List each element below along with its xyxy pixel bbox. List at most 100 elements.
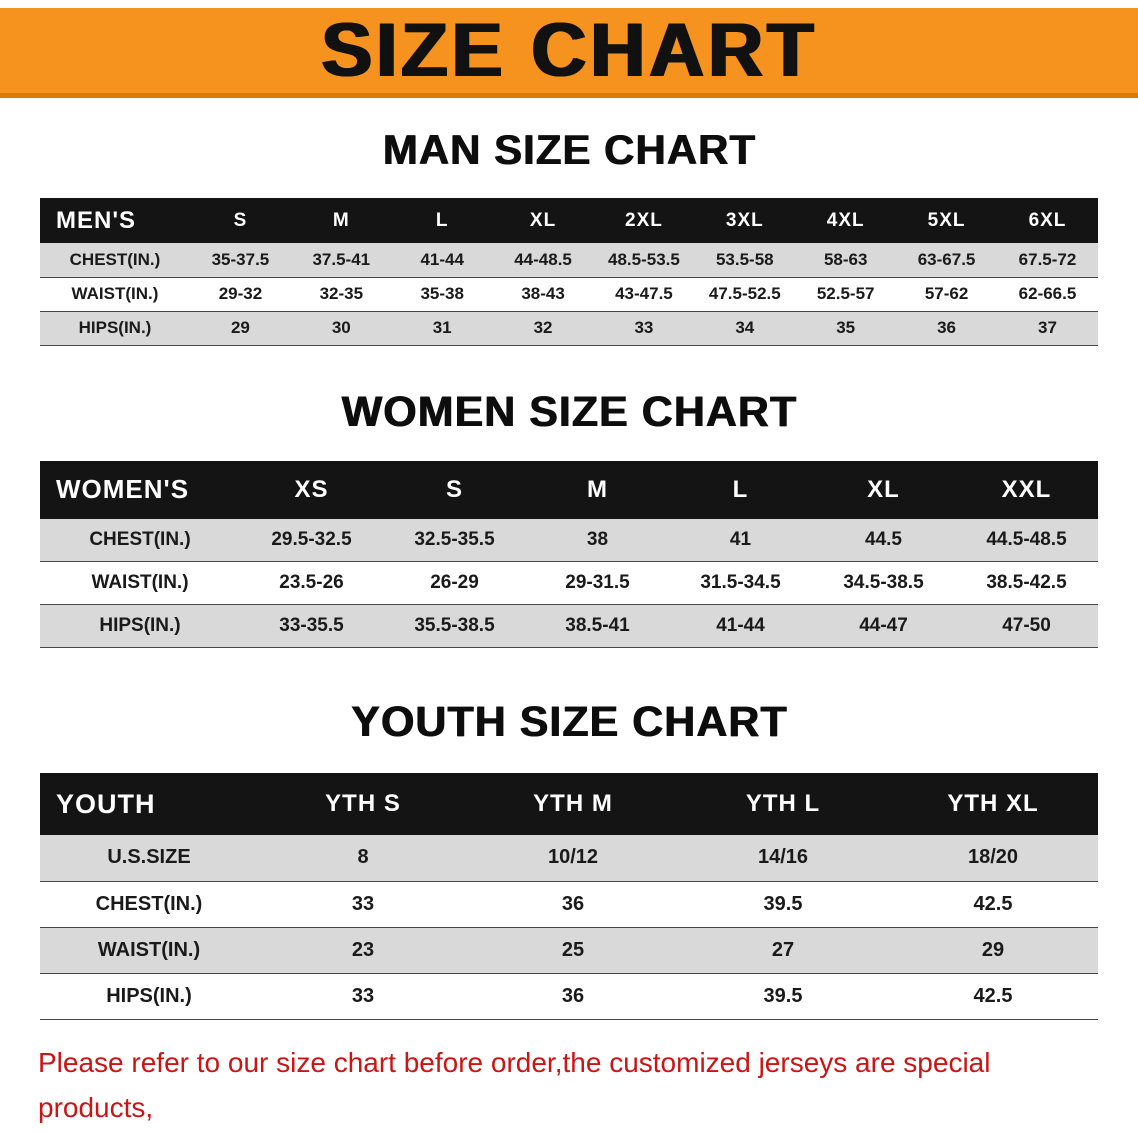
size-value: 30	[290, 311, 392, 346]
size-value: 44-48.5	[492, 243, 594, 278]
size-value: 41-44	[669, 604, 812, 648]
size-value: 8	[258, 835, 468, 882]
size-value: 10/12	[468, 835, 678, 882]
measure-row: WAIST(IN.) 29-32 32-35 35-38 38-43 43-47.5 47.…	[40, 277, 1098, 312]
banner: SIZE CHART	[0, 8, 1138, 98]
size-value: 23.5-26	[240, 561, 383, 605]
size-column-header: XS	[240, 460, 383, 519]
size-value: 31	[391, 311, 493, 346]
size-value: 23	[258, 927, 468, 974]
measure-row: HIPS(IN.) 33-35.5 35.5-38.5 38.5-41 41-44 44-…	[40, 604, 1098, 648]
measure-row: HIPS(IN.) 33 36 39.5 42.5	[40, 973, 1098, 1020]
size-value: 14/16	[678, 835, 888, 882]
youth-heading: YOUTH SIZE CHART	[350, 698, 788, 746]
size-value: 25	[468, 927, 678, 974]
row-label: WAIST(IN.)	[40, 927, 258, 974]
size-value: 57-62	[896, 277, 997, 312]
row-label: U.S.SIZE	[40, 835, 258, 882]
size-value: 37	[997, 311, 1098, 346]
size-value: 38.5-41	[526, 604, 669, 648]
size-value: 33	[258, 881, 468, 928]
section-mens: MAN SIZE CHART MEN'S S M L XL 2XL 3XL 4XL 5XL 6XL C…	[0, 126, 1138, 346]
size-value: 35-37.5	[190, 243, 291, 278]
measure-row: CHEST(IN.) 29.5-32.5 32.5-35.5 38 41 44.5 44.5…	[40, 518, 1098, 562]
size-value: 67.5-72	[997, 243, 1098, 278]
size-value: 29-32	[190, 277, 291, 312]
mens-table: MEN'S S M L XL 2XL 3XL 4XL 5XL 6XL CHEST(IN.) 35-37…	[40, 198, 1098, 346]
size-column-header: 5XL	[896, 198, 997, 243]
size-column-header: M	[290, 198, 392, 243]
row-label: HIPS(IN.)	[40, 973, 258, 1020]
size-column-header: YTH S	[258, 773, 468, 835]
size-value: 29-31.5	[526, 561, 669, 605]
table-corner-label: WOMEN'S	[40, 460, 240, 519]
row-label: WAIST(IN.)	[40, 561, 240, 605]
header-row: WOMEN'S XS S M L XL XXL	[40, 460, 1098, 519]
size-column-header: S	[383, 460, 526, 519]
row-label: CHEST(IN.)	[40, 243, 190, 278]
size-value: 39.5	[678, 973, 888, 1020]
size-value: 42.5	[888, 973, 1098, 1020]
page-title: SIZE CHART	[321, 7, 817, 93]
size-value: 27	[678, 927, 888, 974]
section-womens: WOMEN SIZE CHART WOMEN'S XS S M L XL XXL CHEST(I…	[0, 388, 1138, 648]
table-corner-label: MEN'S	[40, 198, 190, 243]
size-value: 33-35.5	[240, 604, 383, 648]
size-value: 47.5-52.5	[694, 277, 796, 312]
size-value: 63-67.5	[896, 243, 997, 278]
size-value: 36	[468, 881, 678, 928]
size-value: 32-35	[290, 277, 392, 312]
size-value: 38-43	[492, 277, 594, 312]
measure-row: WAIST(IN.) 23.5-26 26-29 29-31.5 31.5-34.5 34…	[40, 561, 1098, 605]
measure-row: CHEST(IN.) 33 36 39.5 42.5	[40, 881, 1098, 928]
size-column-header: 6XL	[997, 198, 1098, 243]
row-label: HIPS(IN.)	[40, 604, 240, 648]
row-label: HIPS(IN.)	[40, 311, 190, 346]
size-value: 38.5-42.5	[955, 561, 1098, 605]
size-value: 52.5-57	[795, 277, 897, 312]
size-value: 58-63	[795, 243, 897, 278]
size-column-header: XL	[492, 198, 594, 243]
size-value: 41	[669, 518, 812, 562]
size-value: 48.5-53.5	[593, 243, 695, 278]
size-column-header: L	[669, 460, 812, 519]
size-column-header: S	[190, 198, 291, 243]
size-value: 35-38	[391, 277, 493, 312]
size-value: 31.5-34.5	[669, 561, 812, 605]
measure-row: WAIST(IN.) 23 25 27 29	[40, 927, 1098, 974]
size-value: 26-29	[383, 561, 526, 605]
size-column-header: 3XL	[694, 198, 796, 243]
size-value: 29	[190, 311, 291, 346]
size-value: 33	[258, 973, 468, 1020]
size-column-header: L	[391, 198, 493, 243]
size-value: 47-50	[955, 604, 1098, 648]
size-value: 36	[468, 973, 678, 1020]
womens-table: WOMEN'S XS S M L XL XXL CHEST(IN.) 29.5-32.5 32.5…	[40, 460, 1098, 648]
size-value: 35.5-38.5	[383, 604, 526, 648]
size-value: 53.5-58	[694, 243, 796, 278]
measure-row: U.S.SIZE 8 10/12 14/16 18/20	[40, 835, 1098, 882]
size-value: 36	[896, 311, 997, 346]
size-value: 37.5-41	[290, 243, 392, 278]
size-value: 32.5-35.5	[383, 518, 526, 562]
size-value: 44.5	[812, 518, 955, 562]
section-youth: YOUTH SIZE CHART YOUTH YTH S YTH M YTH L YTH …	[0, 698, 1138, 1020]
measure-row: CHEST(IN.) 35-37.5 37.5-41 41-44 44-48.5 48.5…	[40, 243, 1098, 278]
size-column-header: XXL	[955, 460, 1098, 519]
size-column-header: YTH L	[678, 773, 888, 835]
sections: MAN SIZE CHART MEN'S S M L XL 2XL 3XL 4XL 5XL 6XL C…	[0, 126, 1138, 1020]
size-value: 34	[694, 311, 796, 346]
size-value: 32	[492, 311, 594, 346]
table-corner-label: YOUTH	[40, 773, 258, 835]
size-column-header: 4XL	[795, 198, 897, 243]
size-value: 44.5-48.5	[955, 518, 1098, 562]
measure-row: HIPS(IN.) 29 30 31 32 33 34 35 36 37	[40, 311, 1098, 346]
header-row: YOUTH YTH S YTH M YTH L YTH XL	[40, 773, 1098, 835]
row-label: WAIST(IN.)	[40, 277, 190, 312]
size-column-header: XL	[812, 460, 955, 519]
size-column-header: M	[526, 460, 669, 519]
size-value: 33	[593, 311, 695, 346]
size-value: 43-47.5	[593, 277, 695, 312]
size-column-header: YTH M	[468, 773, 678, 835]
